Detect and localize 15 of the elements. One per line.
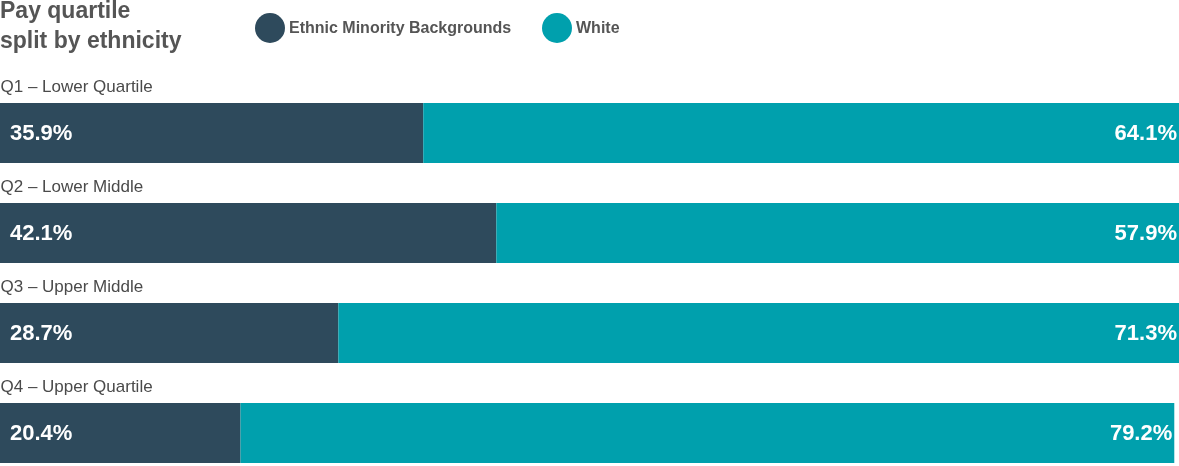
data-label: 64.1% [1114,120,1177,145]
data-label: 57.9% [1114,220,1177,245]
data-label: 28.7% [10,320,73,345]
data-label: 42.1% [10,220,73,245]
legend-label: Ethnic Minority Backgrounds [289,19,512,36]
legend-label: White [576,19,620,36]
y-tick-label: Q4 – Upper Quartile [0,377,153,396]
data-label: 20.4% [10,420,73,445]
data-label: 35.9% [10,120,73,145]
data-label: 79.2% [1109,420,1173,445]
text: Pay quartile split by ethnicity [0,0,182,53]
data-label: 71.3% [1114,320,1177,345]
y-tick-label: Q2 – Lower Middle [0,177,144,196]
y-tick-label: Q1 – Lower Quartile [0,77,153,96]
y-tick-label: Q3 – Upper Middle [0,277,144,296]
